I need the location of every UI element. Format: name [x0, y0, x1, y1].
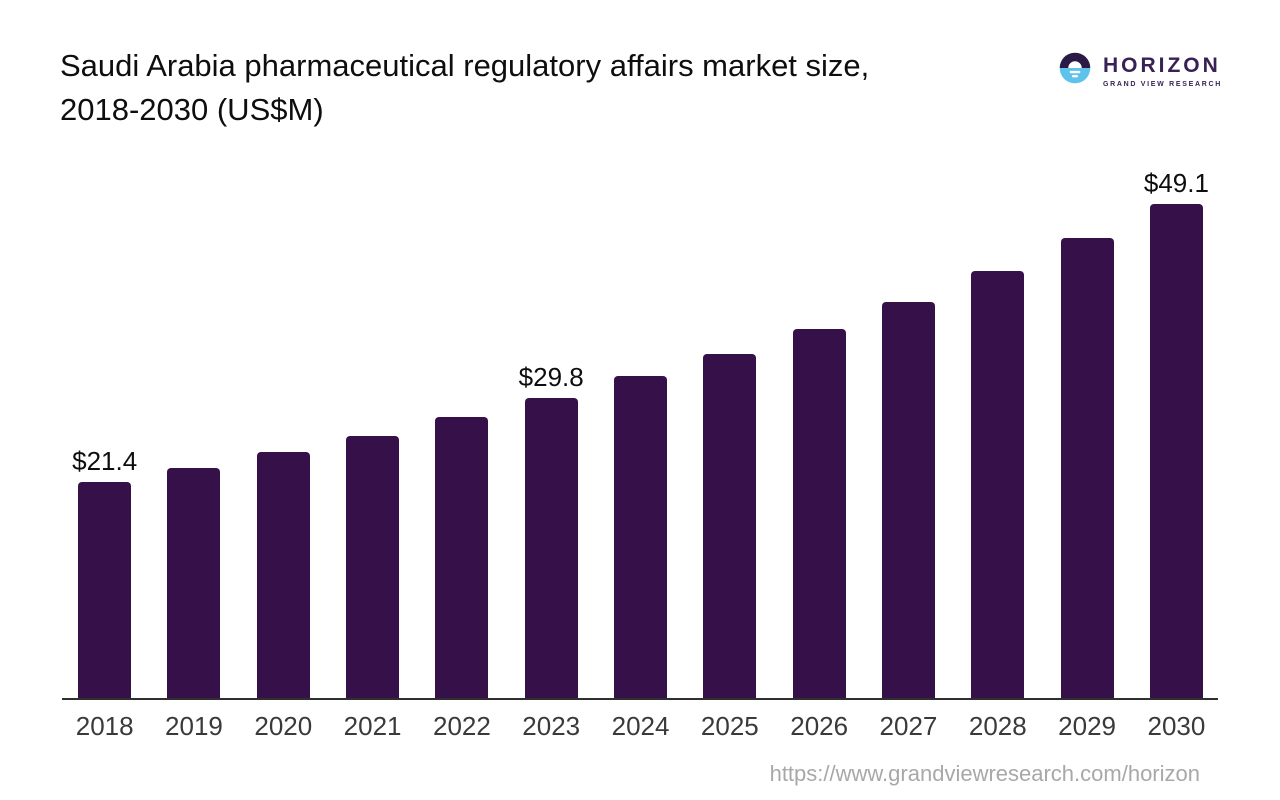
- x-axis-line: [62, 698, 1218, 700]
- x-axis-label: 2024: [611, 711, 670, 741]
- bar-column: [775, 168, 864, 698]
- bar-column: [417, 168, 506, 698]
- source-url: https://www.grandviewresearch.com/horizo…: [769, 761, 1200, 786]
- x-axis-label: 2026: [790, 711, 849, 741]
- bar-column: $29.8: [507, 168, 596, 698]
- bars-row: $21.4 $29.8 $49.1: [60, 168, 1221, 698]
- bar-value-label: $49.1: [1143, 168, 1209, 198]
- bar-column: $49.1: [1132, 168, 1221, 698]
- x-axis-label: 2021: [343, 711, 402, 741]
- horizon-logo: HORIZON GRAND VIEW RESEARCH: [1057, 50, 1222, 91]
- bar-2023: [524, 397, 578, 698]
- bar-2024: [614, 376, 668, 698]
- bar-column: [239, 168, 328, 698]
- x-axis-label: 2030: [1147, 711, 1206, 741]
- x-axis-label: 2027: [879, 711, 938, 741]
- bar-value-label: $29.8: [518, 361, 584, 392]
- bar-2019: [167, 468, 221, 698]
- logo-brand-name: HORIZON: [1102, 53, 1221, 77]
- bar-2026: [792, 329, 846, 698]
- x-axis-labels: 2018 2019 2020 2021 2022 2023 2024 2025 2026 2027…: [60, 711, 1221, 742]
- bar-2027: [881, 301, 935, 698]
- bar-column: [1042, 168, 1131, 698]
- chart-title-line1: Saudi Arabia pharmaceutical regulatory a…: [60, 48, 870, 83]
- bar-2020: [256, 452, 310, 698]
- x-axis-label: 2023: [522, 711, 581, 741]
- x-axis-label: 2028: [968, 711, 1027, 741]
- horizon-sun-over-water-icon: [1057, 50, 1093, 91]
- bar-2018: [78, 482, 132, 698]
- bar-2030: [1149, 204, 1203, 698]
- x-axis-label: 2022: [432, 711, 491, 741]
- bar-2025: [703, 354, 757, 698]
- bar-column: $21.4: [60, 168, 149, 698]
- bar-column: [685, 168, 774, 698]
- bar-value-label: $21.4: [72, 446, 138, 477]
- x-axis-label: 2025: [700, 711, 759, 741]
- bar-2029: [1060, 238, 1114, 698]
- bar-2028: [971, 270, 1025, 698]
- x-axis-label: 2029: [1058, 711, 1117, 741]
- bar-column: [864, 168, 953, 698]
- bar-2021: [346, 435, 400, 698]
- bar-column: [149, 168, 238, 698]
- x-axis-label: 2019: [165, 711, 223, 741]
- bar-2022: [435, 416, 489, 698]
- bar-column: [328, 168, 417, 698]
- x-axis-label: 2018: [75, 711, 134, 741]
- chart-title: Saudi Arabia pharmaceutical regulatory a…: [60, 44, 1040, 132]
- bar-column: [596, 168, 685, 698]
- bar-column: [953, 168, 1042, 698]
- chart-title-line2: 2018-2030 (US$M): [60, 92, 324, 127]
- x-axis-label: 2020: [254, 711, 313, 741]
- logo-subtitle: GRAND VIEW RESEARCH: [1102, 80, 1222, 88]
- logo-text: HORIZON GRAND VIEW RESEARCH: [1103, 54, 1222, 88]
